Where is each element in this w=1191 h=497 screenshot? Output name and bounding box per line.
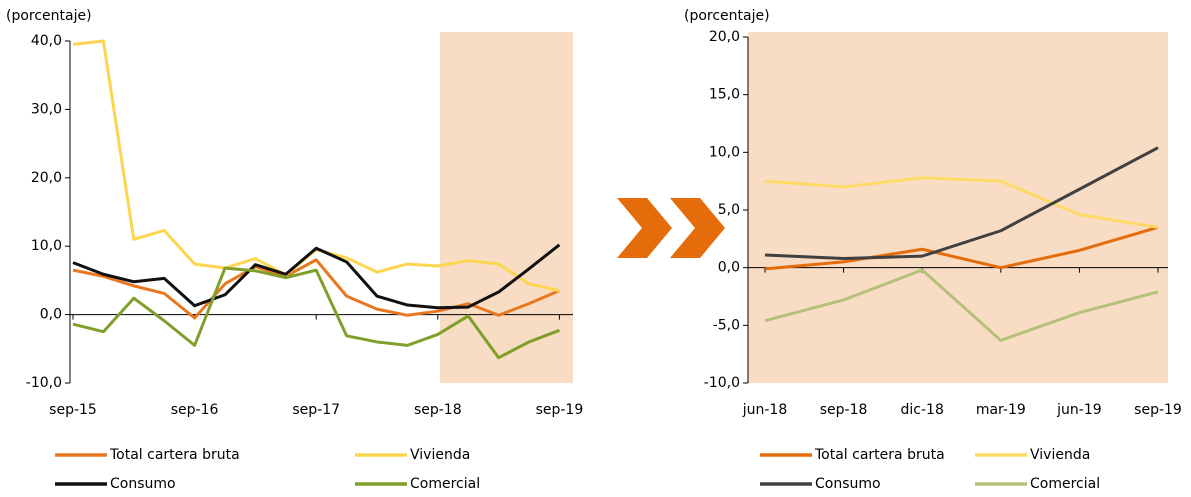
series-line [764, 225, 1159, 271]
y-tick-label: 20,0 [709, 29, 740, 45]
y-tick-label: -5,0 [713, 317, 740, 333]
legend-label: Consumo [815, 476, 881, 492]
legend-label: Vivienda [410, 447, 470, 463]
legend-label: Comercial [410, 476, 480, 492]
y-tick-label: 20,0 [31, 170, 62, 186]
legend-label: Consumo [110, 476, 176, 492]
x-tick-label: sep-18 [820, 402, 868, 418]
y-axis-label: (porcentaje) [684, 8, 770, 24]
x-tick-label: sep-19 [536, 402, 584, 418]
legend-label: Total cartera bruta [109, 447, 240, 463]
legend-label: Comercial [1030, 476, 1100, 492]
y-tick-label: 10,0 [709, 144, 740, 160]
y-tick-label: 40,0 [31, 33, 62, 49]
highlight-band [748, 32, 1168, 383]
legend-label: Vivienda [1030, 447, 1090, 463]
chevron [670, 198, 725, 258]
x-tick-label: sep-18 [414, 402, 462, 418]
series-line [72, 258, 560, 320]
highlight-band [440, 32, 573, 383]
y-tick-label: 15,0 [709, 87, 740, 103]
chevron [617, 198, 672, 258]
x-tick-label: sep-17 [292, 402, 340, 418]
y-tick-label: 30,0 [31, 101, 62, 117]
y-tick-label: 10,0 [31, 238, 62, 254]
series-line [72, 266, 560, 360]
y-axis-label: (porcentaje) [6, 8, 92, 24]
x-tick-label: sep-15 [49, 402, 97, 418]
legend-label: Total cartera bruta [814, 447, 945, 463]
series-line [72, 243, 561, 310]
y-tick-label: -10,0 [704, 375, 740, 391]
x-tick-label: sep-19 [1134, 402, 1182, 418]
y-tick-label: -10,0 [26, 375, 62, 391]
x-tick-label: dic-18 [901, 402, 944, 418]
y-tick-label: 0,0 [718, 260, 740, 276]
x-tick-label: sep-16 [171, 402, 219, 418]
x-tick-label: jun-19 [1056, 402, 1102, 418]
series-line [764, 176, 1159, 229]
series-line [764, 146, 1159, 260]
x-tick-label: jun-18 [742, 402, 788, 418]
series-line [764, 268, 1159, 342]
x-tick-label: mar-19 [976, 402, 1026, 418]
y-tick-label: 0,0 [40, 307, 62, 323]
y-tick-label: 5,0 [718, 202, 740, 218]
